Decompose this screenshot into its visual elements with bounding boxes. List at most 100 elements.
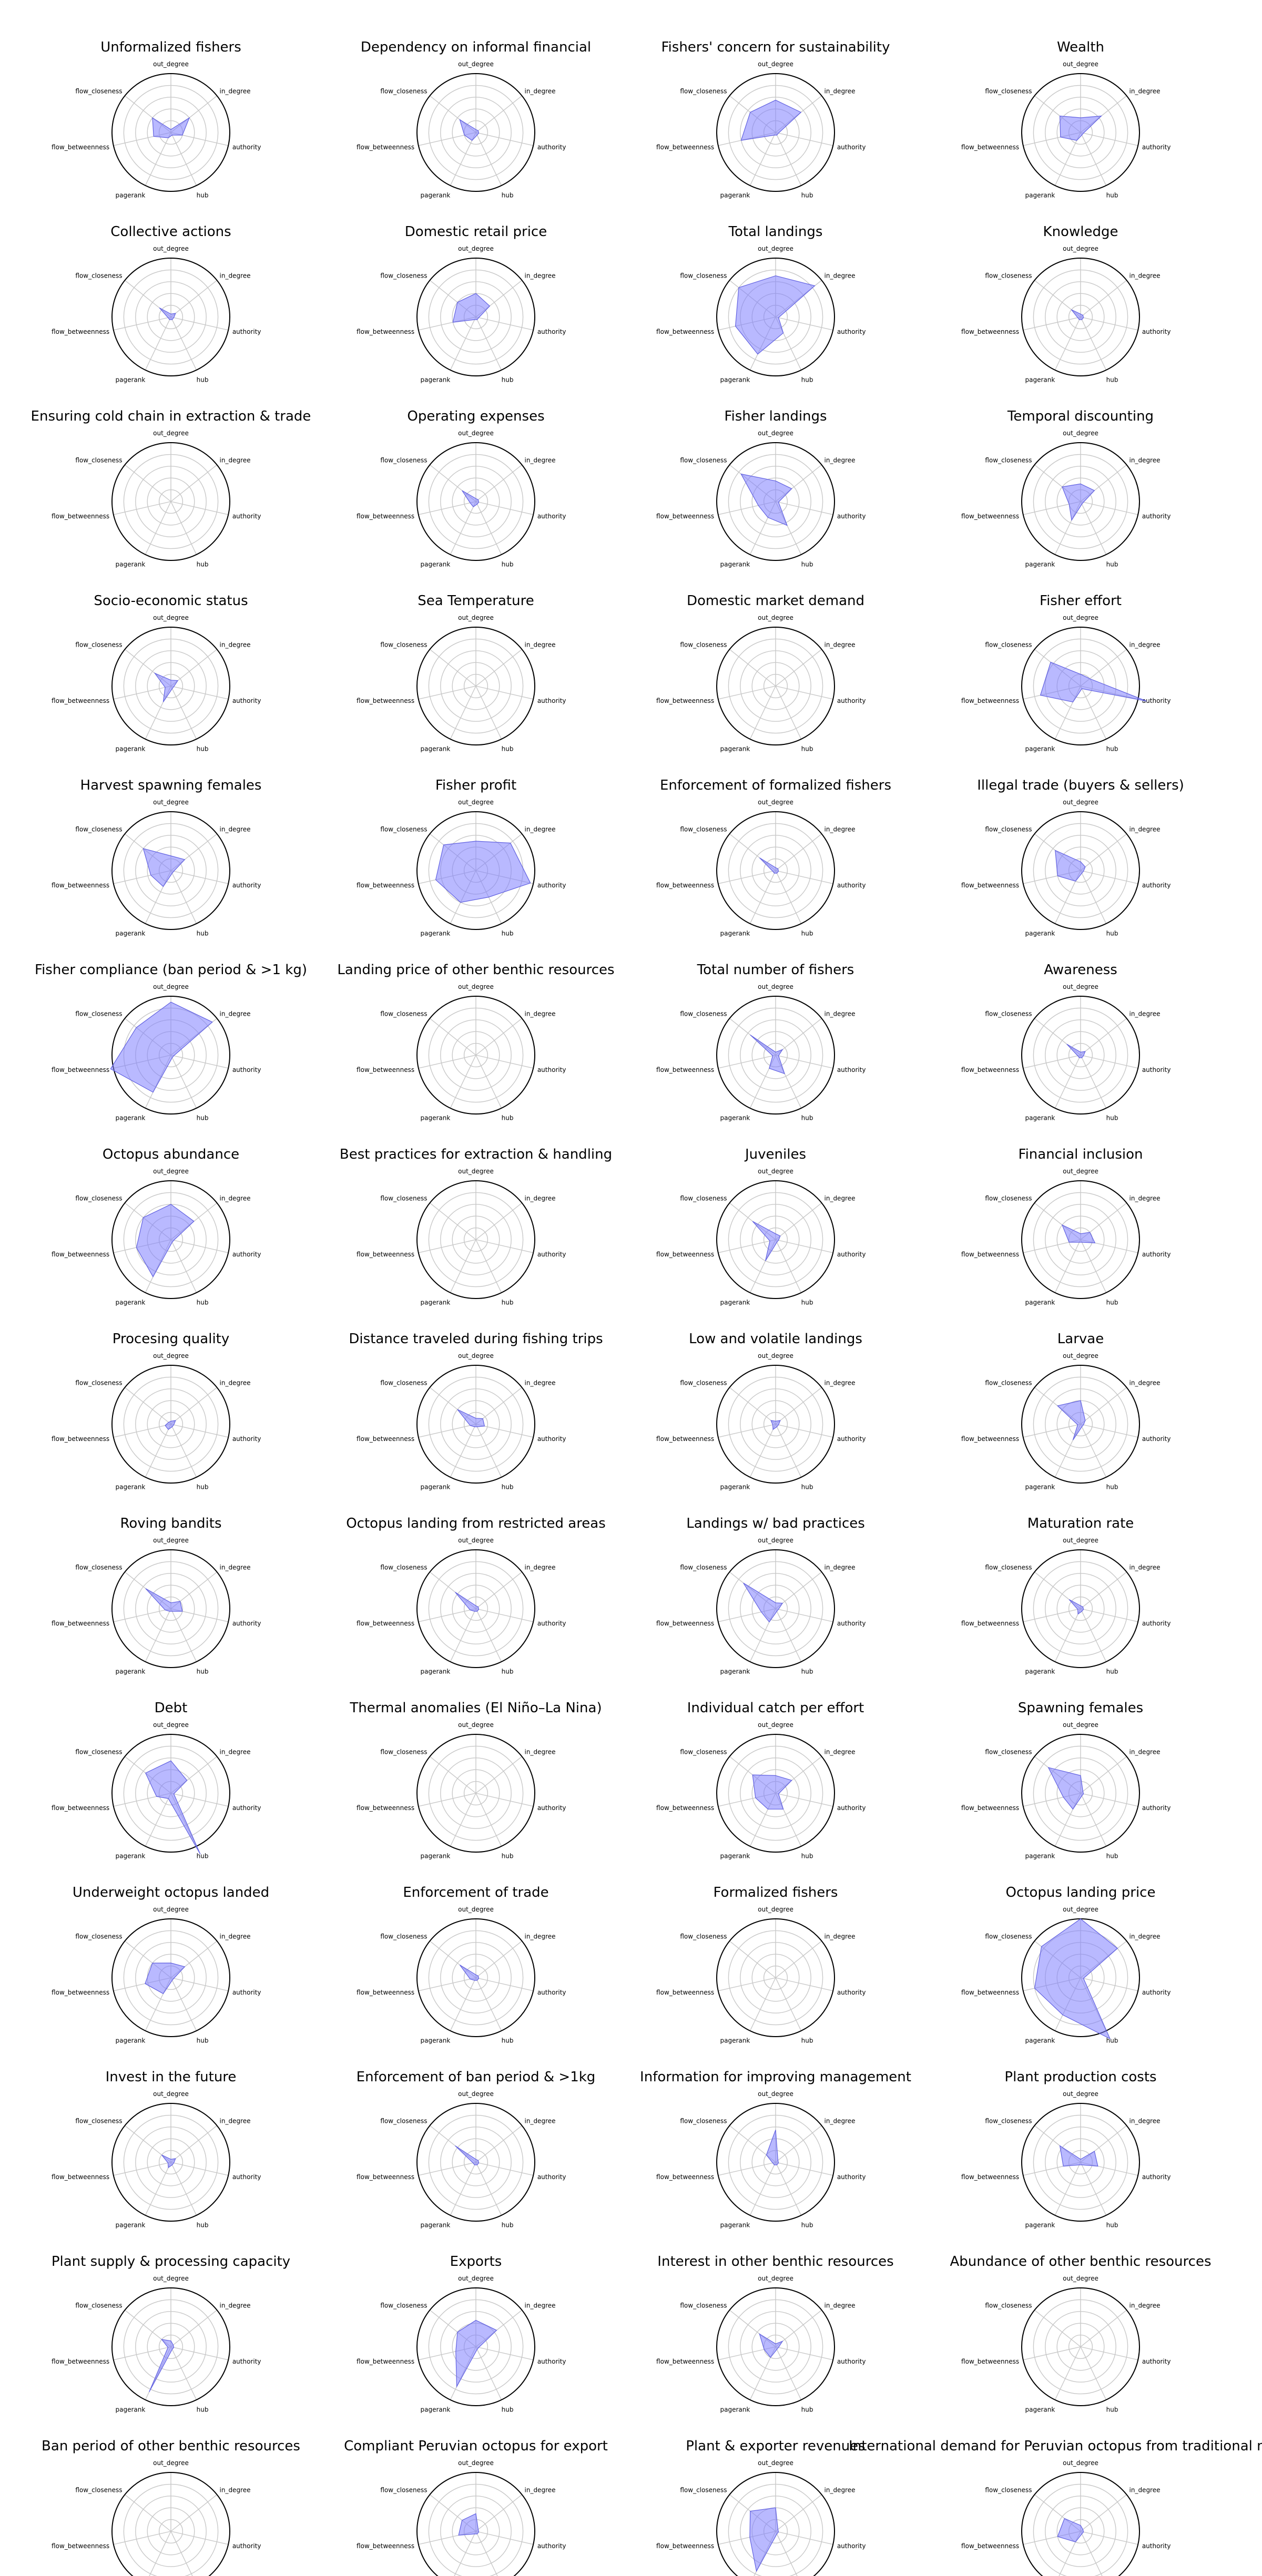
radar-series-area: [1068, 1599, 1084, 1615]
radar-series-area: [459, 119, 480, 141]
axis-label: authority: [232, 513, 261, 520]
axis-label: flow_closeness: [380, 2302, 427, 2309]
outer-ring: [111, 442, 230, 561]
axis-label: flow_closeness: [380, 1379, 427, 1386]
axis-spoke: [775, 1387, 822, 1425]
chart-title: Fishers' concern for sustainability: [661, 39, 890, 55]
axis-label: flow_closeness: [680, 2117, 727, 2124]
chart-title: Abundance of other benthic resources: [950, 2254, 1211, 2270]
axis-label: pagerank: [720, 561, 750, 568]
axis-spoke: [170, 1055, 229, 1069]
axis-label: out_degree: [758, 2090, 793, 2098]
axis-label: out_degree: [153, 245, 189, 252]
radar-chart: Octopus abundance out_degree in_degreeauth…: [52, 1147, 261, 1306]
axis-spoke: [418, 1055, 476, 1069]
axis-label: pagerank: [421, 1668, 451, 1675]
radar-series-area: [452, 293, 491, 323]
axis-label: in_degree: [220, 1748, 251, 1755]
axis-spoke: [170, 870, 229, 884]
axis-label: in_degree: [825, 1748, 856, 1755]
axis-label: flow_betweenness: [961, 882, 1019, 889]
axis-spoke: [1080, 1239, 1107, 1293]
axis-label: flow_betweenness: [357, 1620, 414, 1627]
axis-spoke: [1080, 132, 1138, 146]
axis-spoke: [170, 1239, 229, 1253]
axis-label: flow_closeness: [985, 1379, 1032, 1386]
outer-ring: [1021, 811, 1140, 930]
radar-series-area: [1056, 1400, 1086, 1440]
chart-title: Enforcement of ban period & >1kg: [357, 2069, 596, 2085]
axis-label: in_degree: [525, 2486, 556, 2493]
axis-label: out_degree: [1063, 430, 1098, 437]
axis-label: flow_betweenness: [357, 2358, 414, 2365]
axis-spoke: [775, 870, 833, 884]
axis-label: pagerank: [421, 2037, 451, 2045]
axis-spoke: [418, 1793, 476, 1807]
axis-spoke: [1080, 132, 1107, 186]
axis-spoke: [775, 1608, 833, 1622]
radar-chart: Plant & exporter revenues out_degree in_de…: [656, 2438, 866, 2576]
axis-spoke: [145, 1793, 171, 1847]
axis-spoke: [475, 1793, 502, 1847]
radar-chart: Landings w/ bad practices out_degree in_de…: [656, 1516, 866, 1675]
axis-spoke: [1054, 1055, 1081, 1109]
radar-chart: Octopus landing price out_degree in_degree…: [961, 1885, 1171, 2045]
axis-label: hub: [502, 1299, 514, 1306]
chart-title: Individual catch per effort: [687, 1700, 864, 1716]
axis-label: out_degree: [758, 983, 793, 990]
outer-ring: [416, 1918, 535, 2037]
chart-title: Ban period of other benthic resources: [42, 2438, 300, 2454]
axis-label: flow_betweenness: [357, 144, 414, 151]
axis-label: flow_betweenness: [52, 1435, 109, 1443]
axis-spoke: [775, 649, 822, 687]
chart-title: Exports: [450, 2254, 502, 2270]
chart-title: International demand for Peruvian octopu…: [849, 2438, 1262, 2454]
radar-chart: Maturation rate out_degree in_degreeauthor…: [961, 1516, 1171, 1675]
axis-label: out_degree: [758, 1352, 793, 1359]
radar-series-area: [1047, 1767, 1084, 1810]
axis-spoke: [170, 2162, 197, 2216]
axis-label: authority: [1142, 1620, 1171, 1627]
axis-spoke: [475, 132, 502, 186]
axis-label: pagerank: [421, 930, 451, 937]
axis-label: authority: [837, 513, 866, 520]
radar-chart: Abundance of other benthic resources out_…: [950, 2254, 1211, 2414]
axis-spoke: [775, 1940, 822, 1978]
axis-spoke: [170, 1977, 197, 2031]
outer-ring: [1021, 1365, 1140, 1484]
chart-title: Juveniles: [744, 1147, 806, 1162]
axis-label: flow_betweenness: [961, 328, 1019, 335]
axis-label: out_degree: [458, 799, 494, 806]
axis-label: out_degree: [153, 1537, 189, 1544]
axis-label: pagerank: [421, 2222, 451, 2229]
axis-label: authority: [537, 882, 566, 889]
axis-spoke: [775, 2494, 822, 2532]
chart-title: Debt: [155, 1700, 188, 1716]
outer-ring: [1021, 1180, 1140, 1299]
axis-label: flow_closeness: [680, 825, 727, 833]
axis-label: out_degree: [758, 1721, 793, 1729]
axis-label: in_degree: [825, 2486, 856, 2493]
axis-label: in_degree: [1129, 87, 1161, 95]
axis-label: flow_betweenness: [357, 1435, 414, 1443]
axis-label: flow_closeness: [75, 2486, 122, 2493]
outer-ring: [716, 2103, 835, 2222]
outer-ring: [111, 2287, 230, 2406]
axis-label: flow_closeness: [75, 1379, 122, 1386]
axis-label: hub: [197, 1299, 209, 1306]
axis-label: pagerank: [116, 376, 146, 384]
radar-chart: Underweight octopus landed out_degree in_d…: [52, 1885, 269, 2045]
outer-ring: [716, 2287, 835, 2406]
axis-label: flow_closeness: [985, 641, 1032, 648]
axis-label: in_degree: [1129, 1563, 1161, 1571]
radar-chart: Plant production costs out_degree in_degre…: [961, 2069, 1171, 2229]
axis-spoke: [1080, 1018, 1127, 1056]
axis-spoke: [170, 1977, 229, 1991]
axis-spoke: [775, 2162, 833, 2176]
chart-title: Octopus landing from restricted areas: [346, 1516, 606, 1531]
axis-label: flow_betweenness: [357, 328, 414, 335]
chart-title: Enforcement of trade: [403, 1885, 548, 1900]
axis-spoke: [170, 2531, 229, 2545]
axis-spoke: [145, 1608, 171, 1662]
axis-label: hub: [801, 376, 813, 384]
